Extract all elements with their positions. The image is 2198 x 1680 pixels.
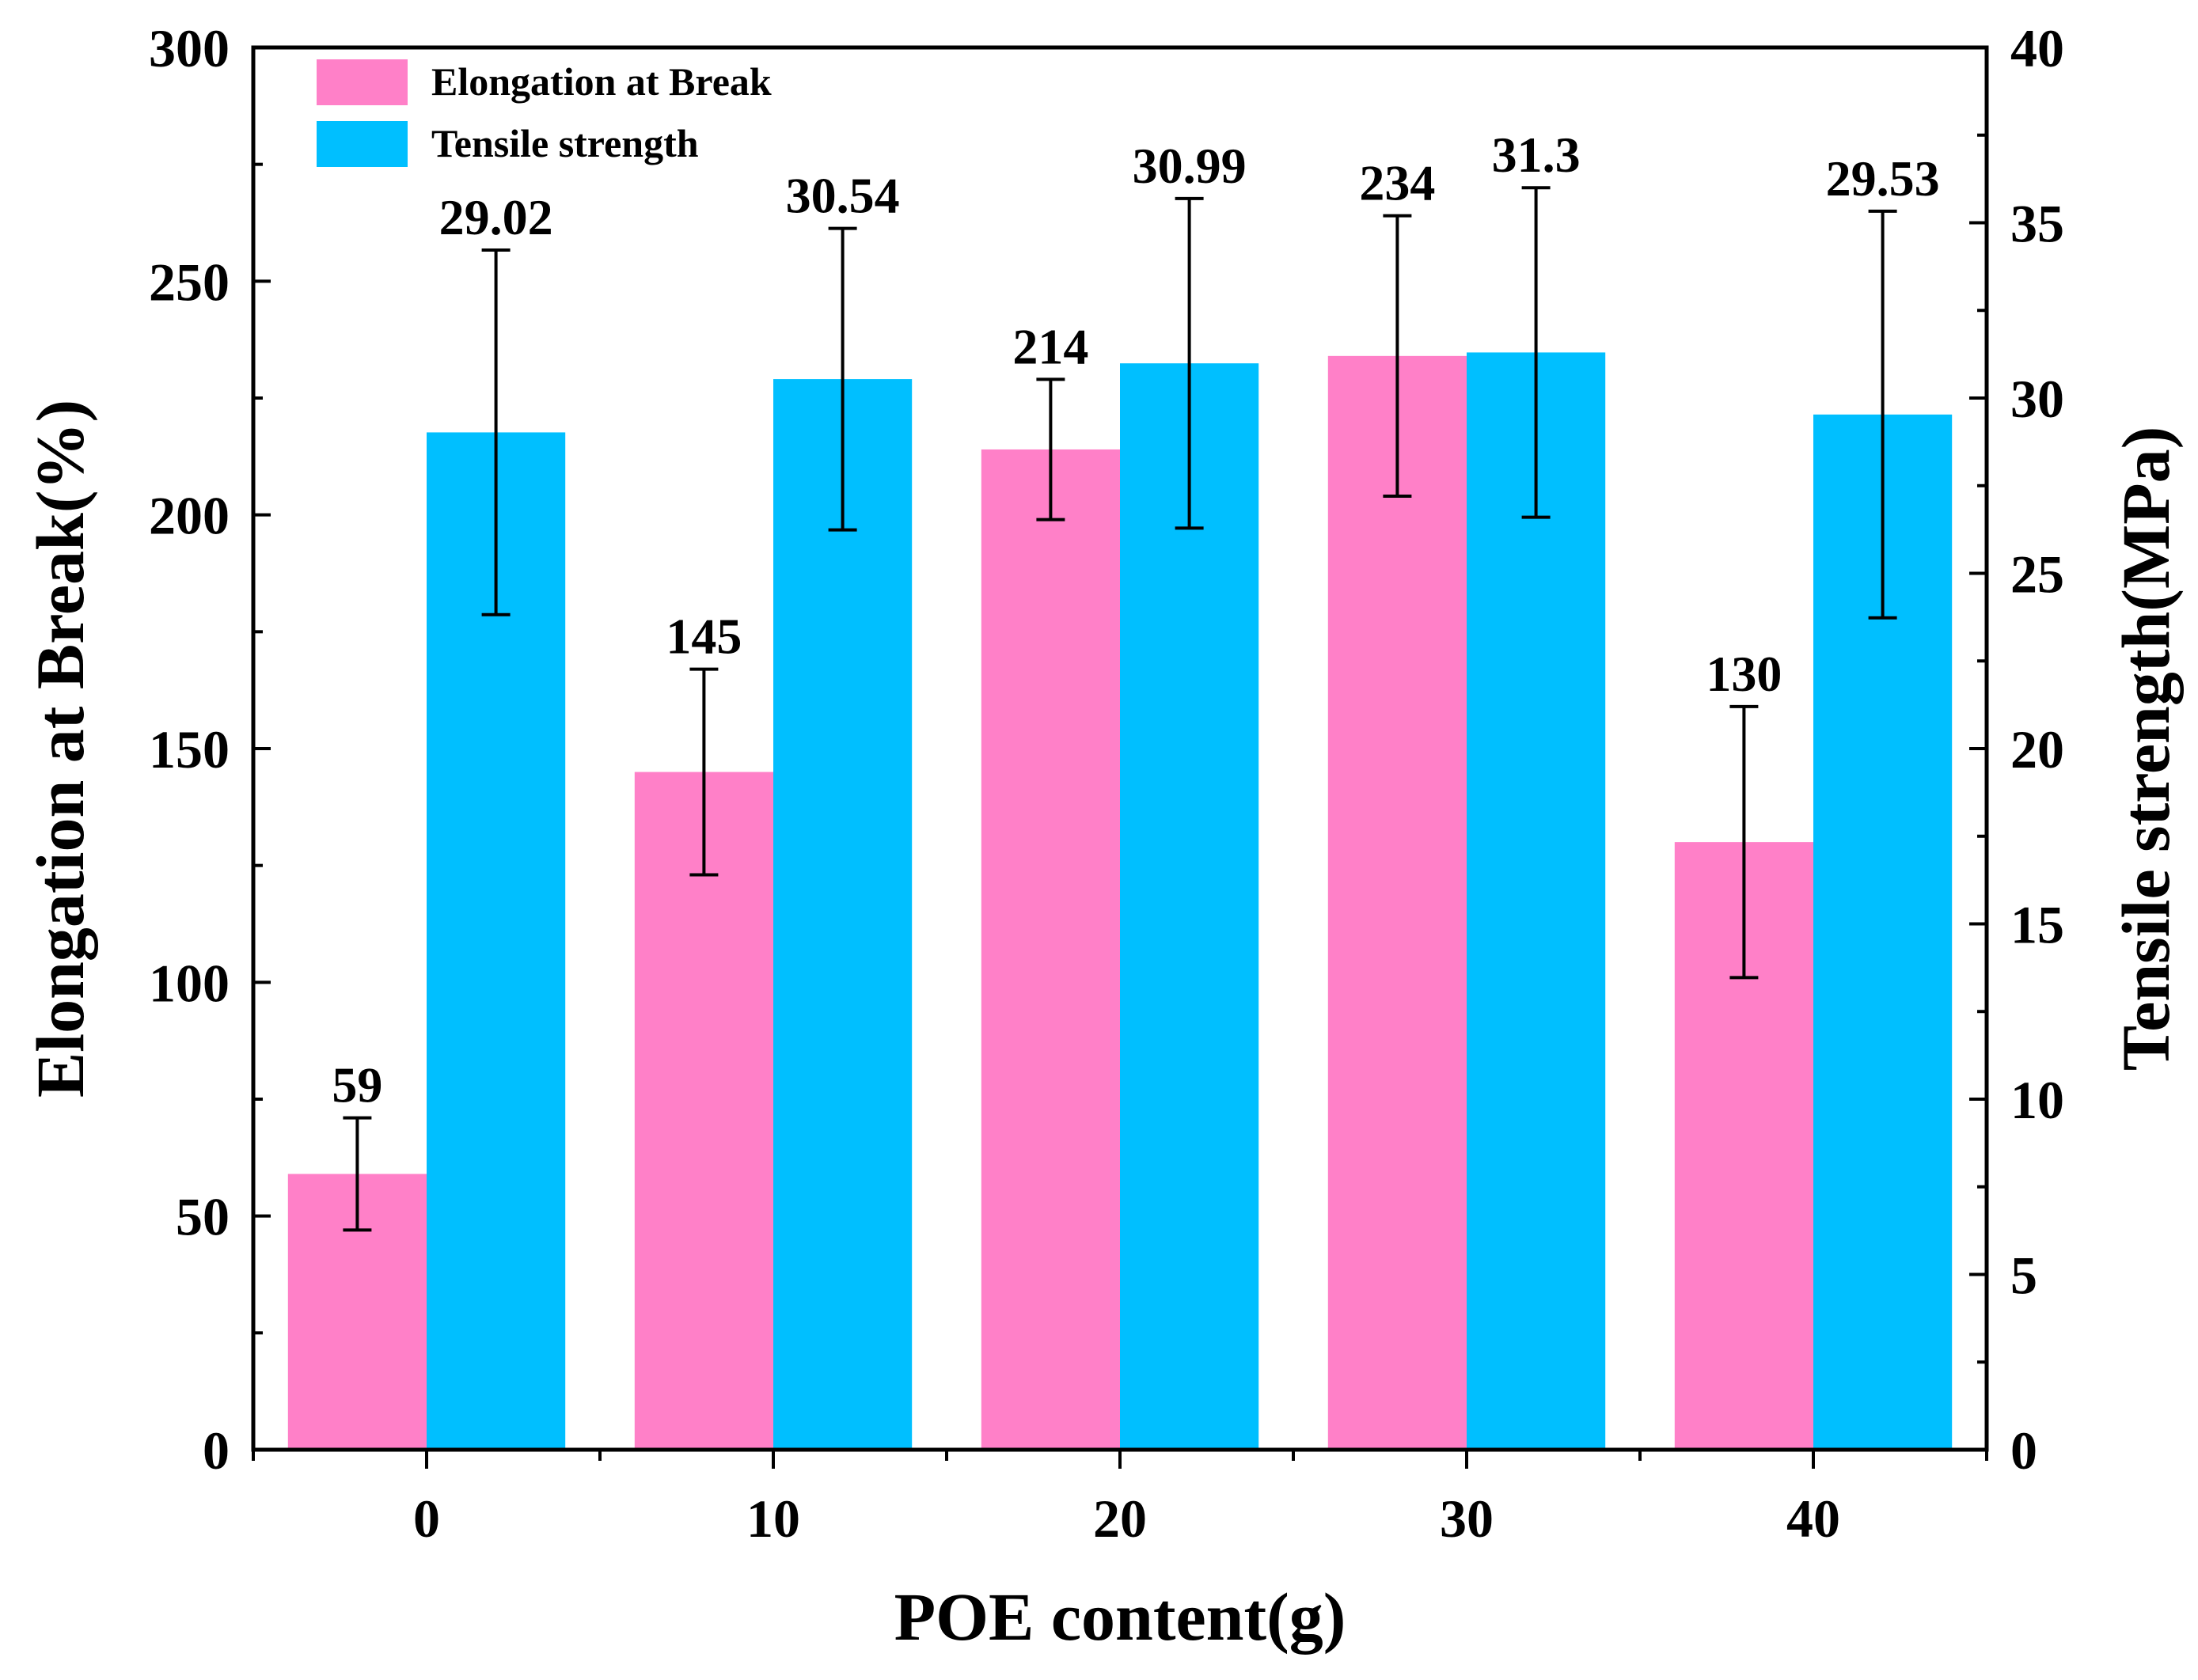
y2-tick-label: 0 <box>2010 1420 2037 1481</box>
legend-swatch-elongation <box>317 59 408 105</box>
legend-label-elongation: Elongation at Break <box>431 59 772 104</box>
y-tick-label: 50 <box>176 1187 230 1247</box>
bar-elongation-20 <box>981 449 1120 1450</box>
bar-tensile-20 <box>1120 363 1259 1450</box>
error-bar-elongation-30 <box>1383 214 1412 499</box>
y-tick-label: 150 <box>149 719 230 779</box>
y-tick-label: 250 <box>149 252 230 312</box>
y2-tick-label: 15 <box>2010 895 2064 955</box>
bar-elongation-30 <box>1327 355 1467 1451</box>
y-tick-label: 0 <box>203 1420 230 1481</box>
data-label-tensile-10: 30.54 <box>786 168 900 224</box>
data-label-elongation-10: 145 <box>666 609 742 665</box>
y2-tick-label: 40 <box>2010 18 2064 78</box>
data-label-tensile-40: 29.53 <box>1826 150 1940 207</box>
x-tick-label: 10 <box>746 1488 800 1549</box>
legend-swatch-tensile <box>317 121 408 167</box>
error-bar-tensile-20 <box>1175 196 1204 530</box>
data-label-tensile-20: 30.99 <box>1133 138 1247 194</box>
error-bar-tensile-0 <box>481 248 511 616</box>
x-tick-label: 30 <box>1440 1488 1494 1549</box>
x-tick-label: 20 <box>1093 1488 1147 1549</box>
error-bar-tensile-40 <box>1868 209 1897 620</box>
y-tick-label: 200 <box>149 486 230 546</box>
data-label-tensile-30: 31.3 <box>1492 127 1581 183</box>
bar-tensile-30 <box>1467 352 1606 1450</box>
y2-tick-label: 30 <box>2010 369 2064 429</box>
bar-tensile-10 <box>773 379 913 1450</box>
error-bar-elongation-20 <box>1036 377 1065 521</box>
y-tick-label: 300 <box>149 18 230 78</box>
x-axis-title: POE content(g) <box>894 1579 1346 1655</box>
y2-tick-label: 10 <box>2010 1070 2064 1130</box>
error-bar-elongation-0 <box>343 1116 372 1232</box>
y-axis-title: Elongation at Break(%) <box>22 400 98 1098</box>
errorbars-layer <box>343 186 1897 1232</box>
datalabels-layer: 59 145 214 234 130 29.02 30.54 30.99 31.3 29.53 <box>332 127 1939 1113</box>
y2-tick-label: 25 <box>2010 544 2064 605</box>
data-label-tensile-0: 29.02 <box>439 189 553 245</box>
x-tick-label: 40 <box>1786 1488 1840 1549</box>
y2-tick-label: 35 <box>2010 194 2064 254</box>
data-label-elongation-40: 130 <box>1706 646 1782 702</box>
error-bar-tensile-30 <box>1521 186 1551 519</box>
y2-axis-title: Tensile strength(MPa) <box>2108 427 2184 1071</box>
data-label-elongation-20: 214 <box>1012 318 1088 374</box>
error-bar-elongation-10 <box>689 667 719 877</box>
legend-label-tensile: Tensile strength <box>431 121 699 165</box>
x-tick-label: 0 <box>413 1488 440 1549</box>
y2-tick-label: 5 <box>2010 1246 2037 1306</box>
axes-layer: 0 50 100 150 200 250 300 0 5 10 15 20 25 30 35 40 0 10 20 3… <box>149 18 2064 1549</box>
error-bar-elongation-40 <box>1729 704 1759 980</box>
legend-layer: Elongation at Break Tensile strength <box>317 59 772 167</box>
bar-elongation-10 <box>634 772 773 1450</box>
bars-layer <box>287 352 1953 1451</box>
error-bar-tensile-10 <box>828 226 857 532</box>
y-tick-label: 100 <box>149 953 230 1013</box>
data-label-elongation-30: 234 <box>1359 155 1435 211</box>
data-label-elongation-0: 59 <box>332 1057 382 1113</box>
y2-tick-label: 20 <box>2010 719 2064 779</box>
